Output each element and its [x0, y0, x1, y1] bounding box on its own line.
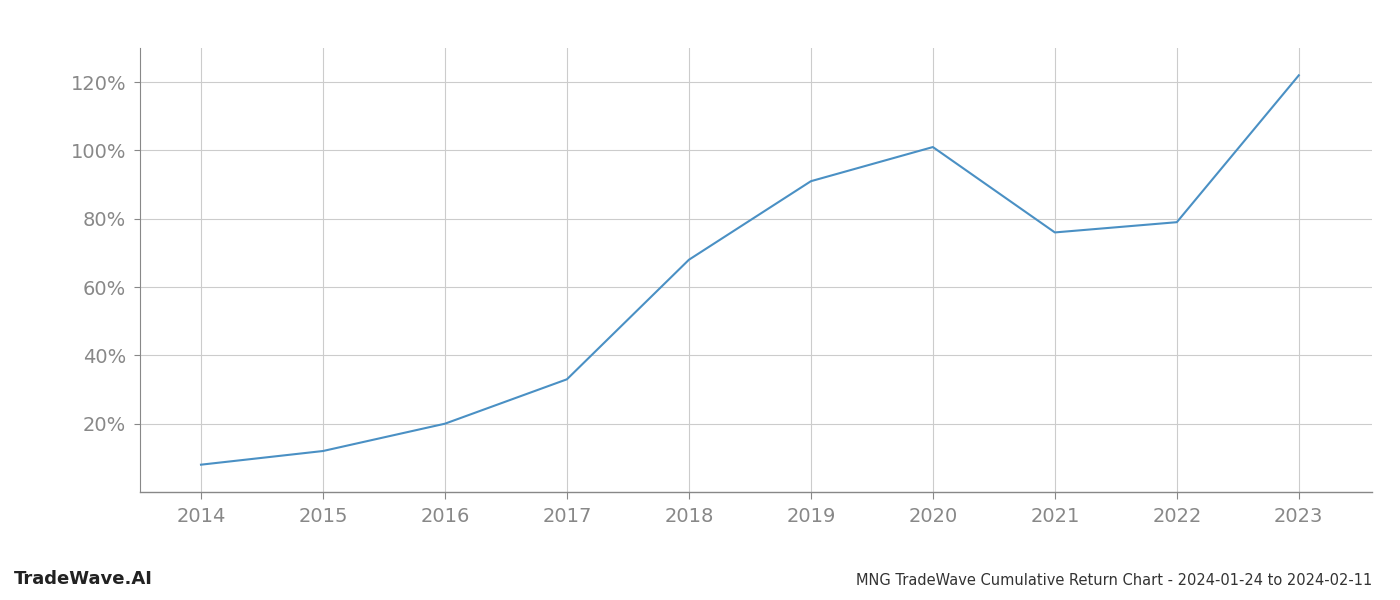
Text: TradeWave.AI: TradeWave.AI — [14, 570, 153, 588]
Text: MNG TradeWave Cumulative Return Chart - 2024-01-24 to 2024-02-11: MNG TradeWave Cumulative Return Chart - … — [855, 573, 1372, 588]
